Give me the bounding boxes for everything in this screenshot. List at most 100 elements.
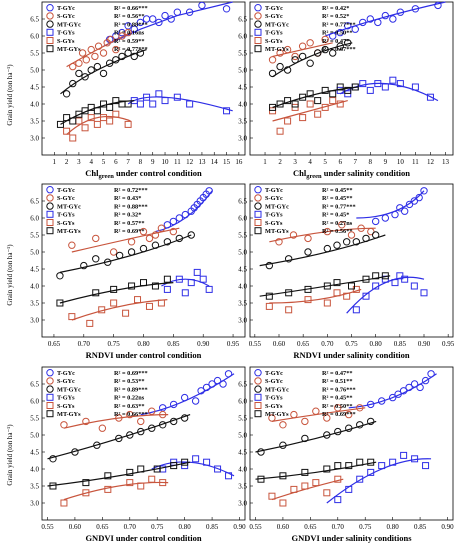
data-point xyxy=(394,390,402,398)
y-tick-label: 4.0 xyxy=(238,101,247,109)
x-axis-title-main: GNDVI under salinity conditions xyxy=(291,533,412,543)
data-point xyxy=(94,42,103,50)
data-point xyxy=(265,292,273,300)
x-tick-label: 6 xyxy=(338,158,342,166)
legend: T-GYc R² = 0.66*** S-GYc R² = 0.56** MT-GYc R… xyxy=(46,4,148,53)
x-tick-label: 0.70 xyxy=(124,523,137,531)
x-tick-label: 0.75 xyxy=(359,523,372,531)
plot-frame xyxy=(249,366,454,521)
data-point xyxy=(118,32,126,40)
data-point xyxy=(334,404,342,412)
data-point xyxy=(169,227,178,236)
data-point xyxy=(68,241,76,249)
data-point xyxy=(163,275,171,283)
data-point xyxy=(82,489,90,497)
data-point xyxy=(137,465,145,473)
x-tick-label: 0.55 xyxy=(41,523,54,531)
x-tick-label: 0.65 xyxy=(48,340,61,348)
data-point xyxy=(381,83,389,91)
legend-r2: R² = 0.59** xyxy=(114,38,145,45)
data-point xyxy=(81,124,89,132)
data-point xyxy=(312,479,320,487)
legend-r2: R² = 0.56** xyxy=(322,228,353,235)
data-point xyxy=(93,62,102,71)
data-point xyxy=(205,285,213,293)
x-tick-label: 0.90 xyxy=(197,340,210,348)
data-point xyxy=(56,299,64,307)
data-point xyxy=(145,234,154,243)
data-point xyxy=(157,299,165,307)
data-point xyxy=(420,289,428,297)
data-point xyxy=(180,414,189,422)
data-point xyxy=(301,482,309,490)
data-point xyxy=(284,117,292,125)
data-point xyxy=(367,417,375,426)
legend-label: T-GYs xyxy=(57,30,75,37)
series-mt-gys xyxy=(269,83,359,111)
legend-r2: R² = 0.88*** xyxy=(114,21,148,28)
data-point xyxy=(136,100,144,108)
legend-label: MT-GYs xyxy=(265,228,289,235)
series-s-gyc xyxy=(268,35,333,64)
data-point xyxy=(181,458,189,466)
legend-label: MT-GYs xyxy=(57,411,81,418)
data-point xyxy=(75,69,83,78)
legend-r2: R² = 0.88*** xyxy=(114,203,148,210)
data-point xyxy=(170,462,178,470)
data-point xyxy=(137,482,145,490)
data-point xyxy=(92,255,100,263)
data-point xyxy=(336,42,344,50)
trend-line xyxy=(63,414,169,429)
data-point xyxy=(69,62,77,71)
data-point xyxy=(151,241,160,249)
data-point xyxy=(203,458,211,466)
legend-r2: R² = 0.53** xyxy=(114,378,145,385)
x-tick-label: 4 xyxy=(89,158,93,166)
legend-marker xyxy=(254,377,262,385)
data-point xyxy=(356,421,364,429)
x-tick-label: 0.95 xyxy=(227,340,240,348)
x-tick-label: 3 xyxy=(293,158,297,166)
x-axis-title: GNDVI under control condition xyxy=(85,533,201,543)
legend-marker xyxy=(254,219,262,226)
data-point xyxy=(181,289,189,297)
x-tick-label: 11 xyxy=(174,158,181,166)
x-tick-label: 0.95 xyxy=(442,340,455,348)
x-tick-label: 0.90 xyxy=(441,523,454,531)
series-mt-gyc xyxy=(255,417,377,456)
data-point xyxy=(205,187,213,195)
legend-marker xyxy=(46,219,54,226)
series-mt-gys xyxy=(56,275,174,307)
data-point xyxy=(344,22,352,30)
y-tick-label: 5.0 xyxy=(238,432,247,440)
x-tick-label: 7 xyxy=(354,158,358,166)
data-point xyxy=(81,73,89,81)
legend-label: S-GYc xyxy=(265,195,283,202)
data-point xyxy=(265,302,273,310)
y-tick-label: 6.0 xyxy=(238,33,247,41)
data-point xyxy=(69,79,77,88)
trend-line xyxy=(259,275,391,297)
data-point xyxy=(110,285,118,293)
data-point xyxy=(367,458,375,466)
x-tick-label: 2 xyxy=(65,158,69,166)
data-point xyxy=(87,114,95,122)
legend-r2: R² = 0.47* xyxy=(322,38,349,45)
legend-marker xyxy=(254,12,262,20)
legend-r2: R² = 0.45** xyxy=(322,395,353,402)
legend-label: T-GYc xyxy=(57,370,75,377)
y-tick-label: 5.5 xyxy=(238,415,247,423)
data-point xyxy=(301,434,309,443)
panel-c: 3.0 3.5 4.0 4.5 5.0 5.5 6.0 6.5 0.65 0.70 0.75 0.80… xyxy=(30,183,246,360)
data-point xyxy=(148,475,156,483)
legend-r2: R² = 0.45* xyxy=(322,212,349,219)
x-tick-label: 16 xyxy=(235,158,243,166)
legend-label: MT-GYc xyxy=(265,386,289,393)
data-point xyxy=(112,110,120,118)
trend-line xyxy=(140,373,235,416)
data-point xyxy=(378,462,386,470)
data-point xyxy=(137,427,145,436)
legend-label: S-GYs xyxy=(57,220,75,227)
series-t-gyc xyxy=(103,1,233,47)
data-point xyxy=(351,83,359,91)
